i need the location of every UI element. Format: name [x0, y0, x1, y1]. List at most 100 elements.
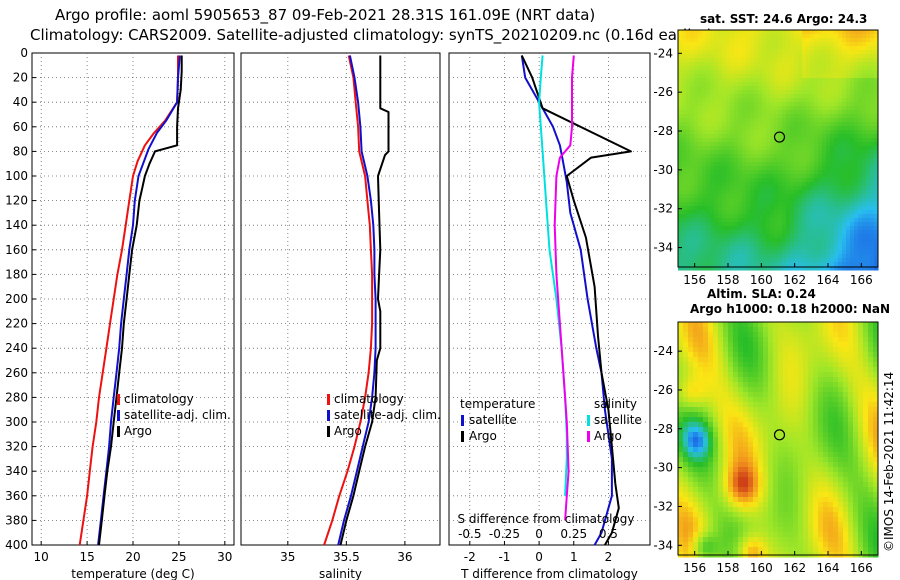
sla-map-ytick-label: -26 — [653, 383, 673, 397]
sst-map-field — [678, 30, 879, 271]
temperature-xtick-label: 30 — [217, 550, 232, 564]
sdiff-tick-label: -0.5 — [458, 527, 481, 541]
depth-tick-label: 220 — [5, 317, 28, 331]
temperature-xtick-label: 20 — [125, 550, 140, 564]
depth-tick-label: 140 — [5, 218, 28, 232]
salinity-xtick-label: 35 — [280, 550, 295, 564]
sst-map-ytick-label: -28 — [653, 124, 673, 138]
sst-map-xtick-label: 158 — [717, 273, 740, 287]
depth-tick-label: 80 — [13, 144, 28, 158]
sst-map-ytick-label: -32 — [653, 202, 673, 216]
depth-tick-label: 0 — [20, 46, 28, 60]
sla-map-frame — [677, 321, 879, 556]
diff-legend-temp-swatch — [461, 431, 464, 442]
sal-legend-swatch — [327, 394, 330, 405]
sst-map-ytick-label: -24 — [653, 46, 673, 60]
differences-xtick-label: -1 — [498, 550, 510, 564]
sdiff-tick-label: 0.5 — [599, 527, 618, 541]
sst-map-argo-marker — [773, 131, 786, 143]
salinity-series-argo — [339, 55, 390, 546]
depth-tick-label: 200 — [5, 292, 28, 306]
temp-legend-swatch — [117, 426, 120, 437]
sla-map-xtick-label: 164 — [817, 561, 840, 575]
temp-legend-label: satellite-adj. clim. — [124, 408, 231, 422]
diff-legend-sal-label: Argo — [594, 429, 622, 443]
diff-legend-temp-swatch — [461, 415, 464, 426]
differences-xtick-label: 1 — [570, 550, 578, 564]
sal-legend-swatch — [327, 426, 330, 437]
differences-series-salinity-argo — [553, 55, 575, 521]
diff-legend-temp-label: Argo — [469, 429, 497, 443]
depth-tick-label: 380 — [5, 513, 28, 527]
depth-tick-label: 360 — [5, 489, 28, 503]
sdiff-tick-label: 0.25 — [560, 527, 587, 541]
depth-tick-label: 40 — [13, 95, 28, 109]
sal-legend-swatch — [327, 410, 330, 421]
differences-xlabel: T difference from climatology — [460, 567, 638, 580]
sst-map-xtick-label: 156 — [683, 273, 706, 287]
depth-tick-label: 60 — [13, 120, 28, 134]
sla-map-xtick-label: 160 — [750, 561, 773, 575]
diff-legend-sal-swatch — [587, 415, 590, 426]
sdiff-axis-label: S difference from climatology — [458, 512, 635, 526]
title-line-2: Climatology: CARS2009. Satellite-adjuste… — [30, 26, 713, 44]
salinity-frame — [240, 52, 441, 546]
depth-tick-label: 300 — [5, 415, 28, 429]
temp-legend-label: Argo — [124, 424, 152, 438]
depth-tick-label: 120 — [5, 194, 28, 208]
differences-xtick-label: 0 — [535, 550, 543, 564]
temp-legend-swatch — [117, 394, 120, 405]
sst-map-xtick-label: 166 — [850, 273, 873, 287]
sal-legend-label: Argo — [334, 424, 362, 438]
depth-tick-label: 400 — [5, 538, 28, 552]
temperature-xtick-label: 15 — [79, 550, 94, 564]
differences-xtick-label: -2 — [464, 550, 476, 564]
sst-map-ytick-label: -26 — [653, 85, 673, 99]
sla-map-xtick-label: 166 — [850, 561, 873, 575]
sla-map-ytick-label: -30 — [653, 461, 673, 475]
sla-map-title-2: Argo h1000: 0.18 h2000: NaN — [690, 302, 891, 316]
temperature-series-argo — [98, 55, 183, 546]
salinity-xlabel: salinity — [319, 567, 362, 580]
depth-tick-label: 320 — [5, 440, 28, 454]
salinity-series-climatology — [323, 55, 374, 546]
diff-legend-temp-title: temperature — [460, 397, 535, 411]
sla-map-argo-marker — [773, 429, 786, 441]
depth-tick-label: 20 — [13, 71, 28, 85]
salinity-xtick-label: 35.5 — [333, 550, 360, 564]
temperature-xtick-label: 25 — [171, 550, 186, 564]
temperature-xtick-label: 10 — [34, 550, 49, 564]
diff-legend-sal-label: satellite — [594, 413, 642, 427]
differences-xtick-label: 2 — [605, 550, 613, 564]
title-line-1: Argo profile: aoml 5905653_87 09-Feb-202… — [55, 6, 596, 24]
sst-map-xtick-label: 162 — [783, 273, 806, 287]
depth-tick-label: 100 — [5, 169, 28, 183]
sla-map-xtick-label: 158 — [717, 561, 740, 575]
differences-series-temperature-satellite — [520, 55, 613, 546]
diff-legend-temp-label: satellite — [469, 413, 517, 427]
sal-legend-label: satellite-adj. clim. — [334, 408, 441, 422]
salinity-series-satellite-adj-clim- — [337, 55, 377, 546]
depth-tick-label: 340 — [5, 464, 28, 478]
sla-map-ytick-label: -32 — [653, 499, 673, 513]
depth-tick-label: 180 — [5, 267, 28, 281]
depth-tick-label: 260 — [5, 366, 28, 380]
sst-map-xtick-label: 164 — [817, 273, 840, 287]
depth-tick-label: 240 — [5, 341, 28, 355]
sla-map-title-1: Altim. SLA: 0.24 — [707, 287, 816, 301]
temp-legend-label: climatology — [124, 392, 194, 406]
sal-legend-label: climatology — [334, 392, 404, 406]
sdiff-tick-label: -0.25 — [489, 527, 520, 541]
sst-map-ytick-label: -34 — [653, 241, 673, 255]
salinity-xtick-label: 36 — [397, 550, 412, 564]
differences-series-temperature-argo — [520, 55, 632, 546]
sst-map-title: sat. SST: 24.6 Argo: 24.3 — [700, 12, 868, 26]
sla-map-xtick-label: 156 — [683, 561, 706, 575]
temperature-series-climatology — [78, 55, 179, 546]
temperature-xlabel: temperature (deg C) — [71, 567, 194, 580]
sst-map-ytick-label: -30 — [653, 163, 673, 177]
sla-map-ytick-label: -34 — [653, 538, 673, 552]
sdiff-tick-label: 0 — [535, 527, 543, 541]
depth-tick-label: 280 — [5, 390, 28, 404]
